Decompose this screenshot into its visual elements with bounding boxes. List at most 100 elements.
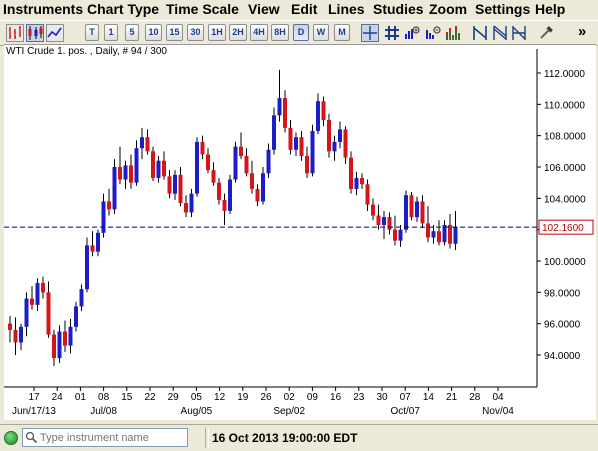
menu-help[interactable]: Help [535,1,566,17]
menu-time-scale[interactable]: Time Scale [166,1,239,17]
timeframe-tick-button[interactable]: T [85,24,99,41]
toolbar-overflow-chevron-icon[interactable]: » [578,23,587,40]
candle-body [250,173,254,189]
candle [134,140,139,186]
price-tick-label: 94.0000 [544,351,581,362]
instrument-search-box[interactable] [22,428,188,447]
candle-body [167,176,172,194]
zoom-in-icon[interactable] [403,24,421,42]
candle [426,206,430,243]
current-price-box [538,219,594,235]
candle [299,130,304,161]
candle-body [277,98,282,116]
candle [415,196,419,222]
time-tick-label: 21 [446,392,458,403]
candle [30,286,34,310]
candle-body [222,199,227,211]
price-tick-label: 98.0000 [544,288,581,299]
candle-body [244,156,249,174]
menu-instruments[interactable]: Instruments [3,1,84,17]
time-tick-label: 01 [75,392,87,403]
menu-lines[interactable]: Lines [328,1,365,17]
timeframe-4h-button[interactable]: 4H [250,24,268,41]
candle-body [272,115,276,150]
timeframe-30m-button[interactable]: 30 [187,24,204,41]
candle-body [85,245,89,290]
candle-body [261,173,265,202]
candle-body [57,331,62,359]
candle [151,146,155,182]
candle [129,154,133,189]
candle [442,220,447,246]
candle [371,198,375,221]
volume-bars-icon[interactable] [445,24,463,42]
menu-edit[interactable]: Edit [291,1,318,17]
timeframe-10m-button[interactable]: 10 [145,24,162,41]
candle-body [178,174,183,204]
search-icon [25,431,38,444]
timeframe-monthly-button[interactable]: M [334,24,350,41]
timeframe-8h-button[interactable]: 8H [271,24,289,41]
candle [85,237,89,293]
candle [310,124,315,177]
zoom-out-icon[interactable] [424,24,442,42]
connection-status-icon [4,431,18,445]
candle-body [409,195,414,218]
time-tick-label: 12 [214,392,226,403]
candle-body [46,292,51,335]
candle-body [305,156,309,174]
timeframe-1h-button[interactable]: 1H [208,24,226,41]
candle [63,320,67,352]
crosshair-icon[interactable] [361,24,379,42]
menu-zoom[interactable]: Zoom [429,1,468,17]
month-label: Jul/08 [90,406,117,417]
candles [8,69,458,366]
chart-panel[interactable]: WTI Crude 1. pos. , Daily, # 94 / 300 94… [4,44,596,420]
candle-body [448,224,452,244]
candle [354,171,359,196]
channel-tool-icon[interactable] [491,24,509,42]
timeframe-daily-button[interactable]: D [293,24,309,41]
candle-body [90,245,95,252]
candle [244,148,249,177]
candle-body [118,167,122,180]
candle-body [349,157,353,189]
fibonacci-tool-icon[interactable] [510,24,528,42]
candle-body [431,231,436,238]
candle [288,120,293,155]
candle [206,148,210,174]
candle [239,132,243,160]
month-label: Nov/04 [482,406,514,417]
candle [145,129,150,155]
candle [228,174,232,214]
instrument-search-input[interactable] [40,430,184,445]
candle-body [360,177,364,185]
menu-chart-type[interactable]: Chart Type [87,1,160,17]
menu-studies[interactable]: Studies [373,1,424,17]
trend-line-tool-icon[interactable] [471,24,489,42]
current-price-line: 102.1600 [4,219,594,235]
time-tick-label: 14 [423,392,435,403]
candle [437,220,441,246]
grid-icon[interactable] [383,24,401,42]
bar-chart-icon[interactable] [6,24,24,42]
timeframe-1m-button[interactable]: 1 [104,24,118,41]
timeframe-2h-button[interactable]: 2H [229,24,247,41]
time-tick-label: 15 [121,392,133,403]
candle [409,192,414,221]
line-chart-icon[interactable] [46,24,64,42]
timeframe-5m-button[interactable]: 5 [125,24,139,41]
timeframe-15m-button[interactable]: 15 [166,24,183,41]
candle [90,231,95,257]
candle [195,137,199,197]
candlestick-chart-icon[interactable] [26,24,44,42]
menu-settings[interactable]: Settings [475,1,531,17]
month-label: Jun/17/13 [12,406,56,417]
candle-body [343,129,348,158]
candle-body [19,326,23,343]
menu-view[interactable]: View [248,1,280,17]
time-tick-label: 17 [28,392,40,403]
timeframe-weekly-button[interactable]: W [313,24,329,41]
price-chart[interactable]: WTI Crude 1. pos. , Daily, # 94 / 300 94… [4,45,596,420]
delete-lines-icon[interactable] [537,24,555,42]
